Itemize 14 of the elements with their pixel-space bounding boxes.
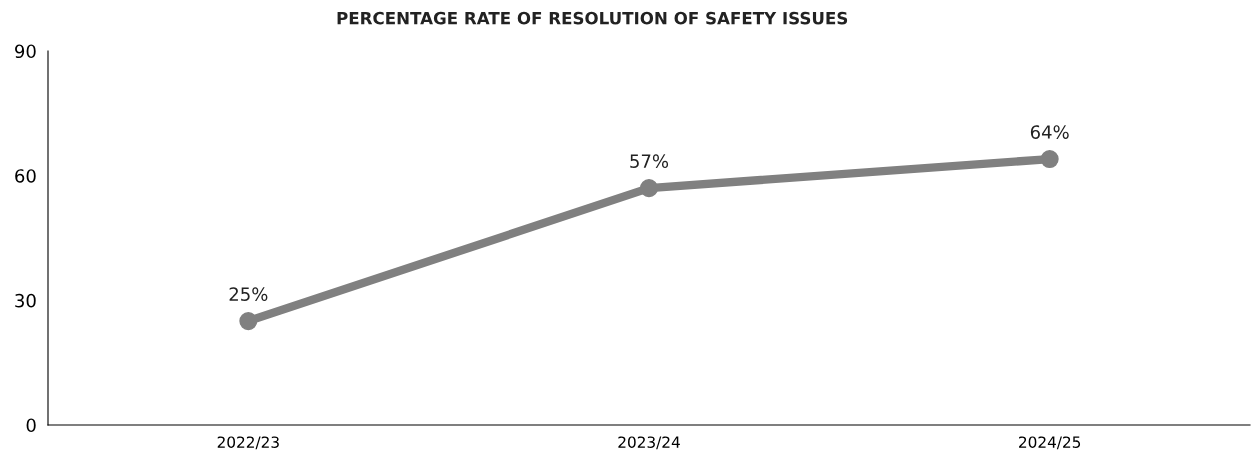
x-tick-label: 2022/23 xyxy=(217,436,279,450)
text: 64% xyxy=(1030,125,1069,139)
y-tick-label: 0 xyxy=(26,418,36,433)
chart-title: PERCENTAGE RATE OF RESOLUTION OF SAFETY ISSUES xyxy=(337,11,848,25)
point xyxy=(639,179,659,198)
text: 25% xyxy=(229,287,268,301)
x-tick-label: 2024/25 xyxy=(1019,436,1081,450)
y-tick-label: 30 xyxy=(15,293,36,308)
y-tick-label: 60 xyxy=(15,169,36,183)
y-tick-label: 90 xyxy=(15,44,36,59)
point xyxy=(1040,150,1059,169)
x-tick-label: 2023/24 xyxy=(618,436,680,450)
point xyxy=(239,312,258,331)
text: 57% xyxy=(630,154,669,168)
